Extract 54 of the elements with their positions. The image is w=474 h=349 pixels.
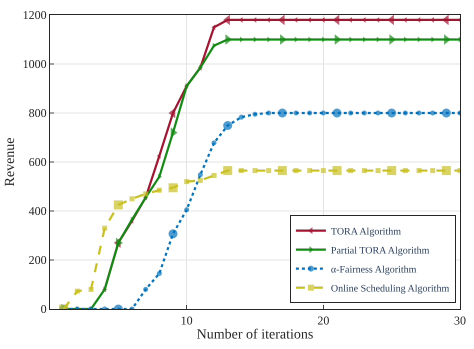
point [238,114,244,120]
point [143,286,148,292]
point [212,172,216,178]
point [266,110,272,116]
y-tick-label: 400 [28,204,47,218]
point [402,110,408,116]
y-tick-label: 800 [28,106,47,120]
y-tick-label: 600 [28,155,47,170]
y-axis-title: Revenue [3,138,18,186]
point [143,191,148,196]
legend-label: Online Scheduling Algorithm [330,284,450,295]
point [320,110,326,116]
point [252,168,258,174]
point [416,168,422,174]
point [376,168,380,174]
point [198,178,203,183]
x-tick-label: 30 [454,313,466,328]
point [156,188,162,193]
legend-label: α-Fairness Algorithm [330,264,417,276]
point [320,168,326,174]
x-axis-title: Number of iterations [196,328,314,343]
point [130,196,134,202]
point [294,110,298,116]
point [402,168,408,174]
point [307,110,312,116]
point [362,168,367,174]
y-tick-label: 1200 [22,8,47,22]
point [430,168,436,174]
point [102,226,108,231]
legend-label: Partial TORA Algorithm [330,246,430,257]
point [238,168,244,174]
point [416,110,422,116]
y-tick-label: 0 [40,302,47,316]
point [184,179,190,184]
point [88,286,94,292]
point [294,168,298,174]
x-tick-label: 10 [180,313,193,328]
point [252,112,258,117]
point [184,207,190,212]
point [156,270,162,276]
point [376,110,380,116]
x-tick-label: 20 [317,313,330,328]
y-tick-label: 200 [28,253,47,268]
legend-label: TORA Algorithm [330,226,402,238]
point [307,168,312,174]
point [266,168,272,174]
point [430,110,436,116]
point [362,110,367,116]
point [348,168,354,174]
point [74,288,80,294]
y-tick-label: 1000 [22,57,47,72]
point [348,110,354,116]
point [212,140,216,146]
point [198,172,203,178]
